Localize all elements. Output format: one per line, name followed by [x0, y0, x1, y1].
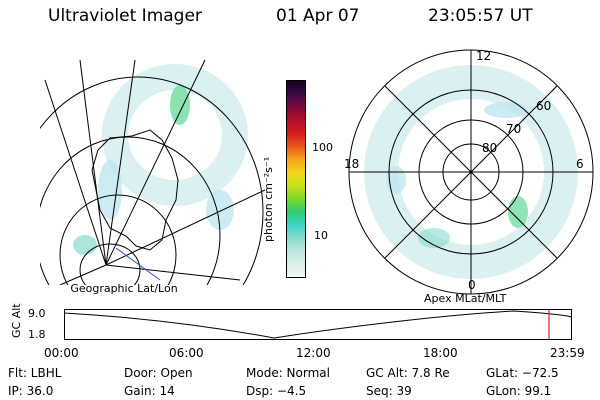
app-title: Ultraviolet Imager: [48, 6, 202, 26]
colorbar-unit-label: photon cm⁻²s⁻¹: [262, 156, 275, 242]
colorbar: [286, 80, 306, 278]
seq-info: Seq: 39: [366, 384, 412, 398]
lat-label-80: 80: [482, 141, 497, 155]
timeline-xtick-1800: 18:00: [423, 346, 458, 360]
timeline-xtick-1200: 12:00: [296, 346, 331, 360]
glat-info: GLat: −72.5: [486, 366, 559, 380]
timeline-ytick-high: 9.0: [28, 307, 46, 320]
filter-info: Flt: LBHL: [8, 366, 62, 380]
timeline-xtick-0000: 00:00: [44, 346, 79, 360]
right-panel-caption: Apex MLat/MLT: [424, 292, 507, 305]
mlt-label-6: 6: [576, 157, 584, 171]
lat-label-70: 70: [506, 122, 521, 136]
lat-label-60: 60: [536, 99, 551, 113]
gc-alt-info: GC Alt: 7.8 Re: [366, 366, 450, 380]
left-panel-caption: Geographic Lat/Lon: [70, 282, 177, 295]
timeline-xtick-2359: 23:59: [550, 346, 585, 360]
altitude-timeline: [64, 309, 572, 340]
mlt-label-12: 12: [476, 49, 491, 63]
timeline-ytick-low: 1.8: [28, 328, 46, 341]
timeline-axis-label: GC Alt: [10, 303, 23, 338]
dsp-info: Dsp: −4.5: [246, 384, 307, 398]
colorbar-tick-100: 100: [312, 141, 333, 154]
polar-plot: 12 18 6 0 60 70 80: [344, 49, 594, 295]
timeline-xtick-0600: 06:00: [169, 346, 204, 360]
colorbar-gradient: [287, 81, 305, 277]
gain-info: Gain: 14: [124, 384, 175, 398]
mlt-label-18: 18: [344, 157, 359, 171]
glon-info: GLon: 99.1: [486, 384, 552, 398]
date-label: 01 Apr 07: [276, 6, 360, 26]
mlt-label-0: 0: [468, 278, 476, 292]
time-label: 23:05:57 UT: [428, 6, 533, 26]
ip-info: IP: 36.0: [8, 384, 54, 398]
colorbar-tick-10: 10: [314, 229, 328, 242]
geographic-image: Geographic Lat/Lon: [40, 59, 266, 295]
door-info: Door: Open: [124, 366, 193, 380]
mode-info: Mode: Normal: [246, 366, 330, 380]
